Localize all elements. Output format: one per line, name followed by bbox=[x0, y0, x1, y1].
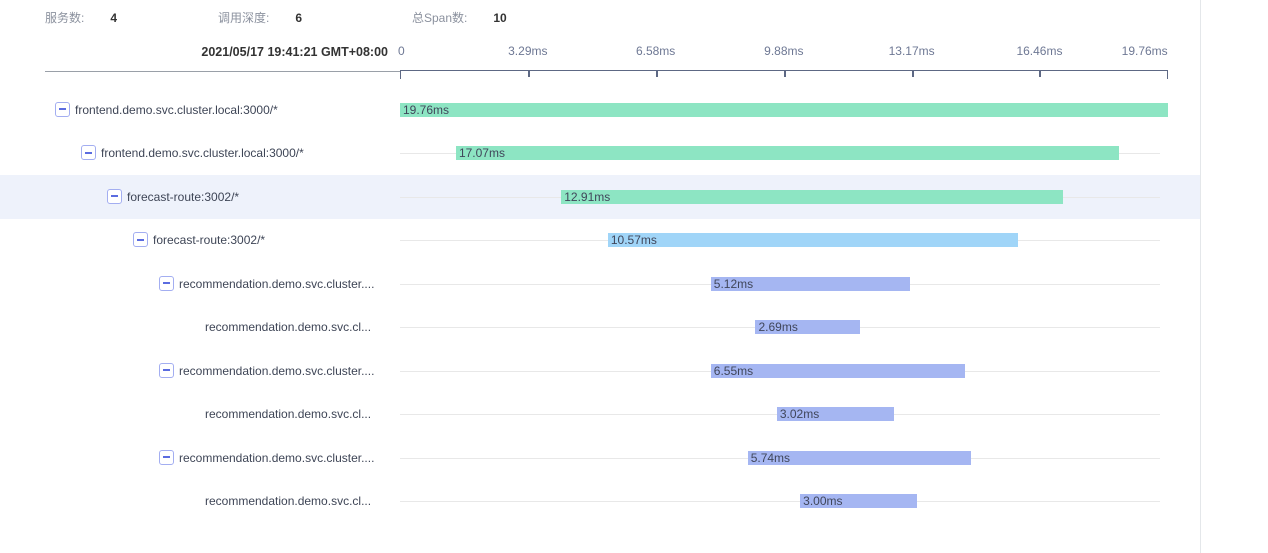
stat-total-spans: 总Span数: 10 bbox=[412, 9, 507, 26]
span-name[interactable]: recommendation.demo.svc.cluster.... bbox=[179, 276, 375, 291]
collapse-toggle-icon[interactable] bbox=[107, 188, 122, 204]
minus-glyph bbox=[85, 151, 92, 154]
axis-tick-label: 19.76ms bbox=[1121, 44, 1168, 58]
axis-tick-label: 6.58ms bbox=[635, 44, 676, 58]
span-bar[interactable] bbox=[800, 494, 917, 509]
stat-services-value: 4 bbox=[110, 11, 118, 25]
trace-start-timestamp: 2021/05/17 19:41:21 GMT+08:00 bbox=[201, 45, 388, 59]
minus-glyph bbox=[163, 456, 170, 459]
span-duration: 19.76ms bbox=[403, 102, 450, 117]
axis-tick bbox=[911, 71, 914, 77]
span-bar[interactable] bbox=[607, 233, 1019, 248]
trace-row[interactable]: recommendation.demo.svc.cluster.... 5.12m… bbox=[0, 262, 1200, 306]
axis-tick-label: 13.17ms bbox=[888, 44, 935, 58]
span-duration: 5.74ms bbox=[750, 450, 791, 465]
span-name[interactable]: recommendation.demo.svc.cl... bbox=[205, 407, 372, 422]
collapse-toggle-icon[interactable] bbox=[159, 362, 174, 378]
span-name[interactable]: frontend.demo.svc.cluster.local:3000/* bbox=[75, 102, 278, 117]
stat-call-depth-value: 6 bbox=[295, 11, 303, 25]
minus-glyph bbox=[163, 369, 170, 372]
trace-row[interactable]: recommendation.demo.svc.cluster.... 5.74m… bbox=[0, 436, 1200, 480]
span-name[interactable]: forecast-route:3002/* bbox=[127, 189, 240, 204]
axis-tick bbox=[783, 71, 786, 77]
stat-call-depth: 调用深度: 6 bbox=[218, 9, 302, 26]
stat-call-depth-label: 调用深度: bbox=[218, 11, 270, 25]
axis-tick-label: 3.29ms bbox=[508, 44, 548, 58]
span-duration: 6.55ms bbox=[713, 363, 754, 378]
span-bar[interactable] bbox=[561, 189, 1063, 204]
stat-services: 服务数: 4 bbox=[45, 9, 117, 26]
span-duration: 3.02ms bbox=[779, 407, 820, 422]
trace-panel: 服务数: 4 调用深度: 6 总Span数: 10 2021/05/17 19:41:21… bbox=[0, 0, 1201, 553]
axis-tick-label: 16.46ms bbox=[1016, 44, 1063, 58]
minus-glyph bbox=[111, 195, 118, 198]
span-name[interactable]: recommendation.demo.svc.cl... bbox=[205, 320, 372, 335]
minus-glyph bbox=[59, 108, 66, 111]
span-bar[interactable] bbox=[710, 363, 966, 378]
span-bar[interactable] bbox=[747, 450, 971, 465]
span-rows: frontend.demo.svc.cluster.local:3000/* 19… bbox=[0, 88, 1200, 523]
collapse-toggle-icon[interactable] bbox=[55, 101, 70, 117]
span-bar[interactable] bbox=[755, 320, 860, 335]
axis-tick bbox=[527, 71, 530, 77]
span-name[interactable]: frontend.demo.svc.cluster.local:3000/* bbox=[101, 146, 304, 161]
span-duration: 17.07ms bbox=[458, 146, 505, 161]
span-duration: 3.00ms bbox=[803, 494, 843, 509]
stat-total-spans-label: 总Span数: bbox=[412, 11, 468, 25]
row-connector-line bbox=[400, 501, 1160, 503]
span-bar[interactable] bbox=[400, 102, 1168, 117]
collapse-toggle-icon[interactable] bbox=[81, 145, 96, 161]
collapse-toggle-icon[interactable] bbox=[159, 449, 174, 465]
axis-tick bbox=[1039, 71, 1042, 77]
label-column-separator bbox=[45, 71, 400, 72]
axis-tick bbox=[655, 71, 658, 77]
span-bar[interactable] bbox=[710, 276, 910, 291]
trace-row[interactable]: frontend.demo.svc.cluster.local:3000/* 17… bbox=[0, 132, 1200, 176]
span-name[interactable]: recommendation.demo.svc.cl... bbox=[205, 494, 372, 509]
trace-row[interactable]: forecast-route:3002/* 12.91ms bbox=[0, 175, 1200, 219]
trace-row[interactable]: recommendation.demo.svc.cl... 3.02ms bbox=[0, 393, 1200, 437]
minus-glyph bbox=[137, 238, 144, 241]
axis-tick-label: 9.88ms bbox=[764, 44, 804, 58]
axis-tick bbox=[400, 71, 401, 79]
minus-glyph bbox=[163, 282, 170, 285]
trace-row[interactable]: forecast-route:3002/* 10.57ms bbox=[0, 219, 1200, 263]
trace-row[interactable]: recommendation.demo.svc.cl... 3.00ms bbox=[0, 480, 1200, 524]
stat-total-spans-value: 10 bbox=[493, 11, 507, 25]
span-name[interactable]: recommendation.demo.svc.cluster.... bbox=[179, 363, 375, 378]
span-name[interactable]: recommendation.demo.svc.cluster.... bbox=[179, 450, 375, 465]
axis-tick bbox=[1166, 71, 1168, 79]
span-duration: 5.12ms bbox=[713, 276, 754, 291]
span-name[interactable]: forecast-route:3002/* bbox=[153, 233, 266, 248]
stat-services-label: 服务数: bbox=[45, 11, 85, 25]
axis-tick-label: 0 bbox=[398, 44, 405, 58]
span-duration: 10.57ms bbox=[610, 233, 657, 248]
trace-row[interactable]: recommendation.demo.svc.cl... 2.69ms bbox=[0, 306, 1200, 350]
span-bar[interactable] bbox=[455, 146, 1120, 161]
collapse-toggle-icon[interactable] bbox=[159, 275, 174, 291]
span-bar[interactable] bbox=[776, 407, 895, 422]
trace-row[interactable]: frontend.demo.svc.cluster.local:3000/* 19… bbox=[0, 88, 1200, 132]
time-axis bbox=[400, 70, 1168, 71]
span-duration: 12.91ms bbox=[564, 189, 611, 204]
trace-row[interactable]: recommendation.demo.svc.cluster.... 6.55m… bbox=[0, 349, 1200, 393]
span-duration: 2.69ms bbox=[758, 320, 798, 335]
collapse-toggle-icon[interactable] bbox=[133, 232, 148, 248]
